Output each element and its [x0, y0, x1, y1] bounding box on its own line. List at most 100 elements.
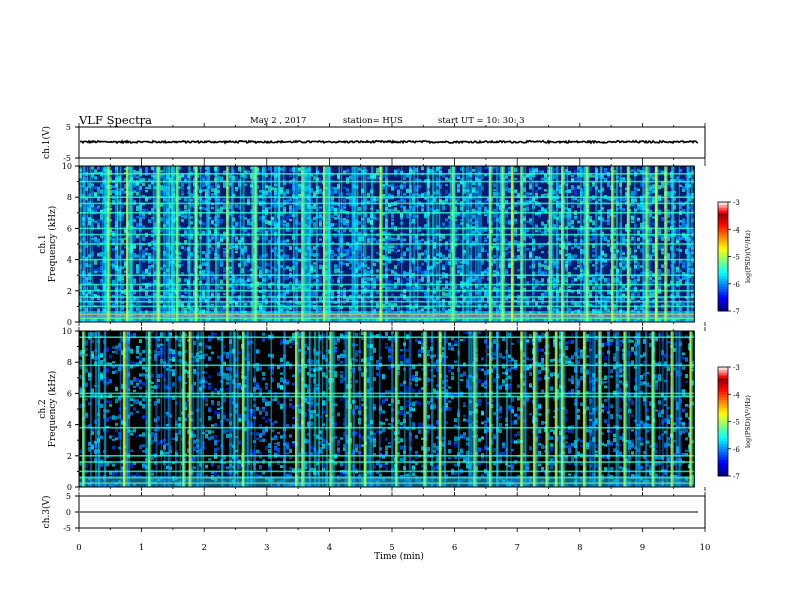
noise-cell [160, 170, 163, 173]
noise-cell [481, 287, 484, 292]
noise-cell [565, 233, 568, 239]
noise-cell [607, 220, 610, 226]
strong-burst [301, 166, 304, 322]
noise-cell [631, 292, 634, 295]
noise-cell [382, 262, 385, 266]
noise-cell [280, 264, 283, 269]
noise-cell [178, 285, 181, 291]
noise-cell [85, 203, 88, 209]
noise-cell [667, 236, 670, 242]
colorbar-cell [718, 210, 728, 214]
noise-cell [568, 259, 571, 263]
noise-cell [589, 219, 592, 223]
noise-cell [88, 208, 91, 212]
noise-cell [142, 270, 145, 274]
noise-cell [202, 222, 205, 226]
noise-cell [403, 183, 406, 189]
noise-cell [454, 285, 457, 289]
horizontal-line [79, 305, 695, 308]
noise-cell [553, 228, 556, 233]
noise-cell [553, 168, 556, 171]
colorbar-cell [718, 234, 728, 238]
noise-cell [577, 289, 580, 294]
noise-cell [367, 290, 370, 294]
noise-cell [190, 307, 193, 311]
noise-cell [223, 207, 226, 210]
noise-cell [463, 204, 466, 207]
noise-cell [553, 260, 556, 265]
noise-cell [349, 229, 352, 233]
noise-cell [649, 239, 652, 243]
noise-cell [403, 256, 406, 261]
noise-cell [472, 278, 475, 282]
noise-cell [247, 297, 250, 301]
noise-cell [478, 298, 481, 302]
noise-cell [289, 229, 292, 232]
noise-cell [118, 266, 121, 271]
noise-cell [454, 173, 457, 178]
noise-cell [391, 248, 394, 252]
y-tick-label: 8 [67, 193, 72, 202]
noise-cell [283, 224, 286, 227]
noise-cell [280, 204, 283, 208]
noise-cell [394, 272, 397, 275]
noise-cell [109, 362, 112, 366]
noise-cell [538, 244, 541, 249]
noise-cell [436, 167, 439, 172]
noise-cell [433, 245, 436, 249]
noise-cell [403, 271, 406, 277]
noise-cell [334, 253, 337, 257]
noise-cell [373, 276, 376, 281]
noise-cell [622, 260, 625, 265]
noise-cell [202, 271, 205, 276]
noise-cell [421, 203, 424, 207]
noise-cell [133, 218, 136, 223]
noise-cell [544, 229, 547, 235]
noise-cell [568, 216, 571, 221]
noise-cell [310, 252, 313, 257]
noise-cell [538, 229, 541, 233]
noise-cell [631, 255, 634, 259]
noise-cell [112, 370, 115, 374]
strong-burst-edge [503, 166, 505, 322]
noise-cell [169, 287, 172, 291]
noise-cell [523, 210, 526, 214]
noise-cell [631, 215, 634, 221]
noise-cell [418, 241, 421, 246]
noise-cell [169, 279, 172, 284]
noise-cell [271, 216, 274, 220]
noise-cell [442, 308, 445, 312]
noise-cell [238, 184, 241, 189]
noise-cell [112, 189, 115, 194]
noise-cell [514, 255, 517, 261]
noise-cell [658, 227, 661, 233]
noise-cell [229, 182, 232, 186]
noise-cell [478, 200, 481, 204]
noise-cell [457, 236, 460, 241]
noise-cell [286, 306, 289, 310]
noise-cell [100, 235, 103, 239]
noise-cell [673, 301, 676, 305]
noise-cell [265, 219, 268, 224]
noise-cell [85, 244, 88, 248]
noise-cell [235, 245, 238, 251]
noise-cell [523, 223, 526, 229]
noise-cell [637, 204, 640, 207]
noise-cell [112, 361, 115, 364]
noise-cell [433, 191, 436, 195]
noise-cell [97, 166, 100, 170]
noise-cell [319, 214, 322, 219]
noise-cell [85, 262, 88, 267]
noise-cell [121, 189, 124, 194]
noise-cell [640, 222, 643, 228]
noise-cell [526, 229, 529, 233]
noise-cell [118, 256, 121, 259]
noise-cell [367, 255, 370, 259]
noise-cell [97, 186, 100, 192]
noise-cell [403, 209, 406, 213]
strong-burst [626, 166, 629, 322]
noise-cell [145, 268, 148, 274]
noise-cell [289, 198, 292, 202]
noise-cell [505, 208, 508, 213]
noise-cell [439, 166, 442, 169]
